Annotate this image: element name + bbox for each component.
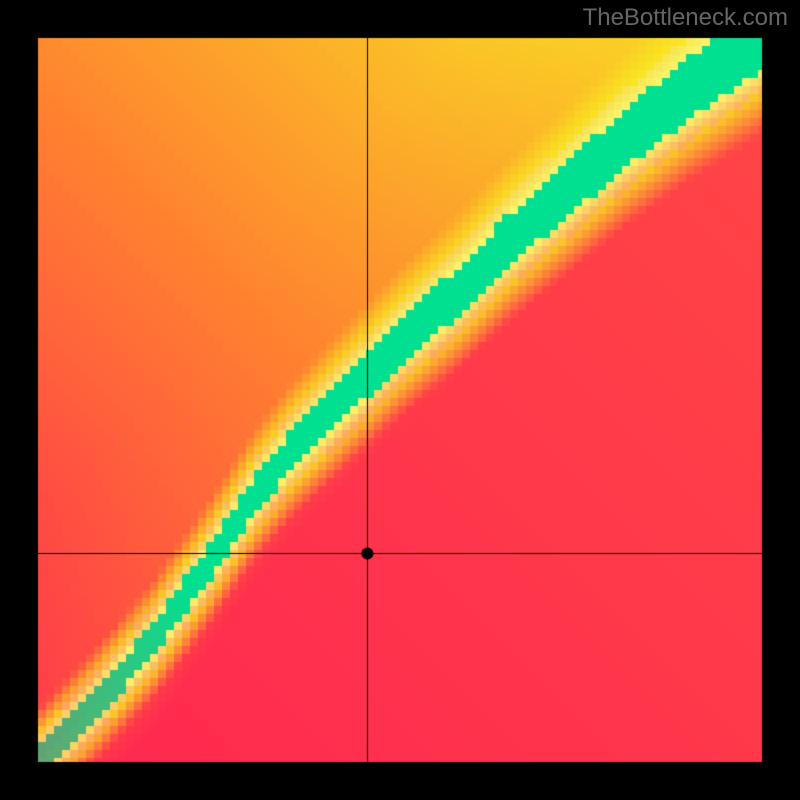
heatmap-canvas xyxy=(0,0,800,800)
watermark-text: TheBottleneck.com xyxy=(583,4,788,32)
chart-container: TheBottleneck.com xyxy=(0,0,800,800)
